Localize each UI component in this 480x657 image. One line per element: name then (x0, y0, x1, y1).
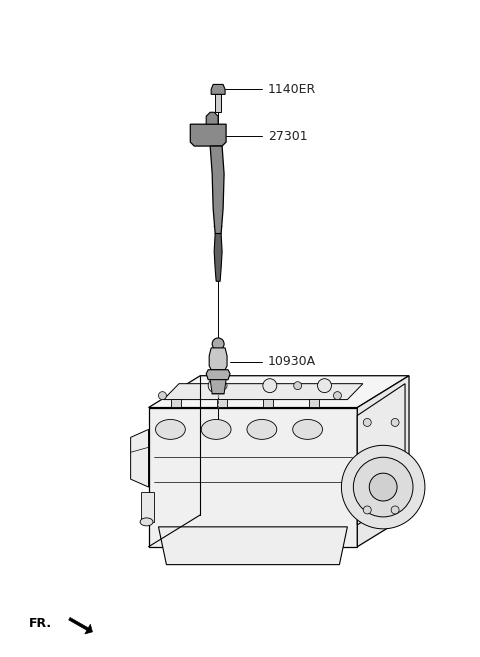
Circle shape (391, 506, 399, 514)
Circle shape (341, 445, 425, 529)
Polygon shape (357, 376, 409, 547)
Circle shape (158, 392, 167, 399)
Ellipse shape (247, 419, 277, 440)
Ellipse shape (293, 419, 323, 440)
Text: FR.: FR. (29, 617, 52, 630)
Circle shape (369, 473, 397, 501)
Polygon shape (148, 407, 357, 547)
Polygon shape (190, 124, 226, 146)
Polygon shape (215, 95, 221, 112)
Ellipse shape (140, 518, 153, 526)
Polygon shape (357, 384, 405, 525)
Circle shape (318, 378, 332, 393)
Circle shape (208, 378, 222, 393)
Bar (171, 399, 181, 407)
Polygon shape (206, 370, 230, 380)
Circle shape (263, 378, 277, 393)
Circle shape (294, 382, 301, 390)
Text: 1140ER: 1140ER (268, 83, 316, 96)
Bar (309, 399, 319, 407)
Circle shape (219, 382, 227, 390)
Polygon shape (164, 384, 363, 399)
Polygon shape (210, 146, 224, 233)
Circle shape (212, 338, 224, 350)
Ellipse shape (156, 419, 185, 440)
Polygon shape (211, 84, 225, 95)
Polygon shape (210, 380, 226, 394)
Bar (217, 399, 227, 407)
Text: 27301: 27301 (268, 129, 308, 143)
Circle shape (363, 506, 371, 514)
Polygon shape (148, 376, 409, 407)
Circle shape (334, 392, 341, 399)
Polygon shape (214, 233, 222, 281)
Polygon shape (158, 527, 348, 564)
Bar (141, 492, 154, 522)
Ellipse shape (201, 419, 231, 440)
Circle shape (353, 457, 413, 517)
Circle shape (391, 419, 399, 426)
Polygon shape (131, 430, 148, 487)
Bar (263, 399, 273, 407)
Polygon shape (209, 348, 227, 370)
Circle shape (363, 419, 371, 426)
Text: 10930A: 10930A (268, 355, 316, 369)
Polygon shape (206, 112, 218, 124)
